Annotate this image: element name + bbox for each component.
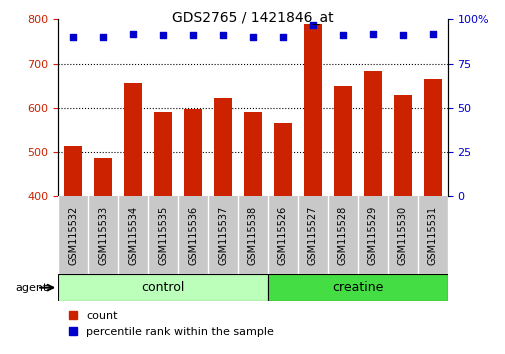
Text: GDS2765 / 1421846_at: GDS2765 / 1421846_at [172,11,333,25]
Point [338,33,346,38]
Text: GSM115530: GSM115530 [397,206,407,265]
Text: GSM115532: GSM115532 [68,206,78,265]
Point [189,33,197,38]
Point [248,34,257,40]
Text: agent: agent [16,282,48,293]
Bar [273,124,291,196]
Bar [154,112,172,196]
Text: GSM115529: GSM115529 [367,206,377,265]
Bar [268,274,447,301]
Text: GSM115535: GSM115535 [158,206,168,265]
Point [99,34,107,40]
Bar [64,145,82,196]
Point [428,31,436,36]
Text: creatine: creatine [332,281,383,294]
Point [69,34,77,40]
Bar [423,79,441,196]
Legend: count, percentile rank within the sample: count, percentile rank within the sample [64,307,278,341]
Bar [184,109,201,196]
Point [308,22,316,28]
Text: GSM115526: GSM115526 [277,206,287,265]
Bar [214,98,232,196]
Text: GSM115528: GSM115528 [337,206,347,265]
Point [278,34,286,40]
Bar [304,24,321,196]
Text: GSM115531: GSM115531 [427,206,437,265]
Bar [58,274,268,301]
Bar [94,158,112,196]
Text: GSM115537: GSM115537 [218,206,228,265]
Text: GSM115533: GSM115533 [98,206,108,265]
Point [398,33,406,38]
Text: GSM115538: GSM115538 [247,206,258,265]
Text: GSM115536: GSM115536 [188,206,197,265]
Bar [363,71,381,196]
Point [159,33,167,38]
Bar [243,112,262,196]
Bar [124,83,142,196]
Text: GSM115534: GSM115534 [128,206,138,265]
Text: control: control [141,281,184,294]
Point [129,31,137,36]
Bar [333,86,351,196]
Point [368,31,376,36]
Point [219,33,227,38]
Bar [393,95,411,196]
Text: GSM115527: GSM115527 [308,206,317,265]
